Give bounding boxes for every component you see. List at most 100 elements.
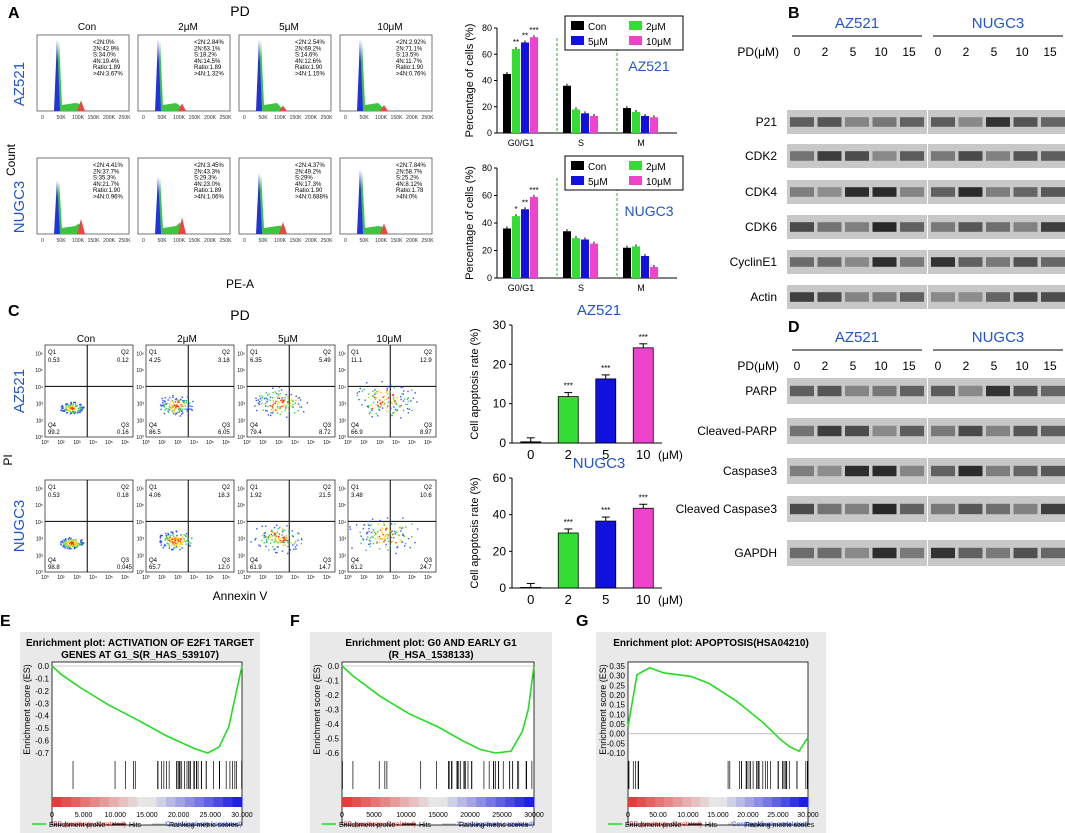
- event-dot: [285, 394, 288, 396]
- event-dot: [394, 523, 396, 525]
- event-dot: [268, 534, 271, 536]
- event-dot: [279, 413, 282, 416]
- axis-tick: 250K: [119, 115, 132, 121]
- event-dot: [384, 402, 386, 405]
- event-dot: [374, 391, 376, 394]
- event-dot: [163, 405, 165, 407]
- event-dot: [406, 398, 408, 400]
- x-log-tick: 10⁰: [344, 440, 352, 446]
- stat-line: 2N:49.2%: [295, 169, 322, 175]
- y-log-tick: 10³: [339, 537, 347, 543]
- axis-tick: 50K: [259, 115, 269, 121]
- band: [900, 117, 924, 127]
- x-log-tick: 10⁵: [307, 440, 315, 446]
- rank-gradient: [447, 797, 458, 807]
- band: [931, 425, 955, 437]
- band: [986, 117, 1010, 127]
- quad-name: Q4: [149, 423, 158, 429]
- event-dot: [372, 395, 375, 397]
- y-log-tick: 10⁶: [338, 351, 346, 357]
- legend-label: 5μM: [588, 177, 608, 188]
- event-dot: [168, 543, 170, 545]
- event-dot: [279, 407, 281, 410]
- legend-label: Con: [588, 22, 606, 33]
- event-dot: [180, 534, 182, 536]
- event-dot: [167, 539, 169, 542]
- event-dot: [170, 545, 172, 547]
- event-dot: [173, 547, 175, 549]
- event-dot: [82, 406, 85, 408]
- event-dot: [181, 396, 183, 398]
- event-dot: [72, 411, 74, 414]
- band: [845, 425, 869, 437]
- g2-peak: [380, 105, 388, 111]
- event-dot: [165, 537, 168, 539]
- event-dot: [398, 534, 400, 536]
- event-dot: [171, 531, 174, 533]
- event-dot: [263, 536, 265, 539]
- band: [817, 425, 842, 437]
- event-dot: [71, 408, 73, 410]
- band: [1041, 257, 1065, 267]
- axis-tick: 200K: [103, 115, 116, 121]
- band: [900, 292, 924, 302]
- stat-line: 4N:17.3%: [295, 182, 322, 188]
- histogram-frame: [137, 157, 231, 235]
- x-tick-label: 25.000: [767, 812, 789, 819]
- x-tick-label: 5.000: [75, 812, 93, 819]
- x-log-tick: 10²: [360, 575, 368, 581]
- event-dot: [375, 404, 377, 406]
- x-log-tick: 10⁰: [142, 440, 150, 446]
- event-dot: [275, 540, 277, 542]
- dose-label: 2: [963, 359, 970, 373]
- x-log-tick: 10⁵: [408, 440, 416, 446]
- event-dot: [267, 414, 270, 416]
- event-dot: [177, 398, 179, 401]
- rank-gradient: [790, 797, 800, 807]
- bar-Con: [623, 108, 631, 133]
- event-dot: [77, 543, 79, 545]
- axis-tick: 200K: [305, 115, 318, 121]
- stat-line: 4N:11.7%: [396, 59, 423, 65]
- event-dot: [277, 407, 279, 409]
- event-dot: [274, 409, 277, 411]
- gsea-title: Enrichment plot: ACTIVATION OF E2F1 TARG…: [26, 638, 254, 649]
- event-dot: [74, 403, 77, 405]
- event-dot: [267, 536, 269, 539]
- event-dot: [272, 549, 275, 551]
- event-dot: [402, 400, 405, 402]
- event-dot: [400, 404, 402, 407]
- event-dot: [261, 539, 263, 542]
- band: [1041, 117, 1065, 127]
- event-dot: [379, 519, 381, 522]
- x-log-tick: 10⁶: [222, 440, 230, 446]
- quad-name: Q2: [121, 485, 130, 491]
- event-dot: [166, 402, 169, 405]
- histogram-plot: 0 50K 100K 150K 200K 250K<2N:7.84%2N:58.7%S:2…: [339, 157, 434, 244]
- event-dot: [172, 543, 174, 545]
- event-dot: [276, 552, 278, 554]
- event-dot: [372, 529, 375, 531]
- event-dot: [180, 404, 182, 406]
- event-dot: [281, 405, 283, 408]
- event-dot: [269, 542, 272, 544]
- panel-label-e: E: [0, 613, 11, 630]
- rank-gradient: [709, 797, 719, 807]
- quad-value: 61.9: [250, 565, 262, 571]
- event-dot: [270, 530, 272, 533]
- event-dot: [186, 539, 188, 542]
- x-log-tick: 10⁴: [89, 575, 97, 581]
- event-dot: [398, 405, 401, 407]
- event-dot: [392, 393, 395, 396]
- event-dot: [283, 537, 285, 540]
- g2-peak: [380, 223, 388, 234]
- g2-peak: [77, 100, 85, 111]
- event-dot: [269, 536, 271, 538]
- axis-tick: 100K: [375, 115, 388, 121]
- x-tick-label: G0/G1: [508, 138, 535, 148]
- g1-peak: [357, 169, 363, 234]
- x-tick-label: 5000: [366, 812, 382, 819]
- condition-label: Con: [77, 334, 95, 345]
- event-dot: [66, 542, 68, 544]
- event-dot: [250, 541, 252, 543]
